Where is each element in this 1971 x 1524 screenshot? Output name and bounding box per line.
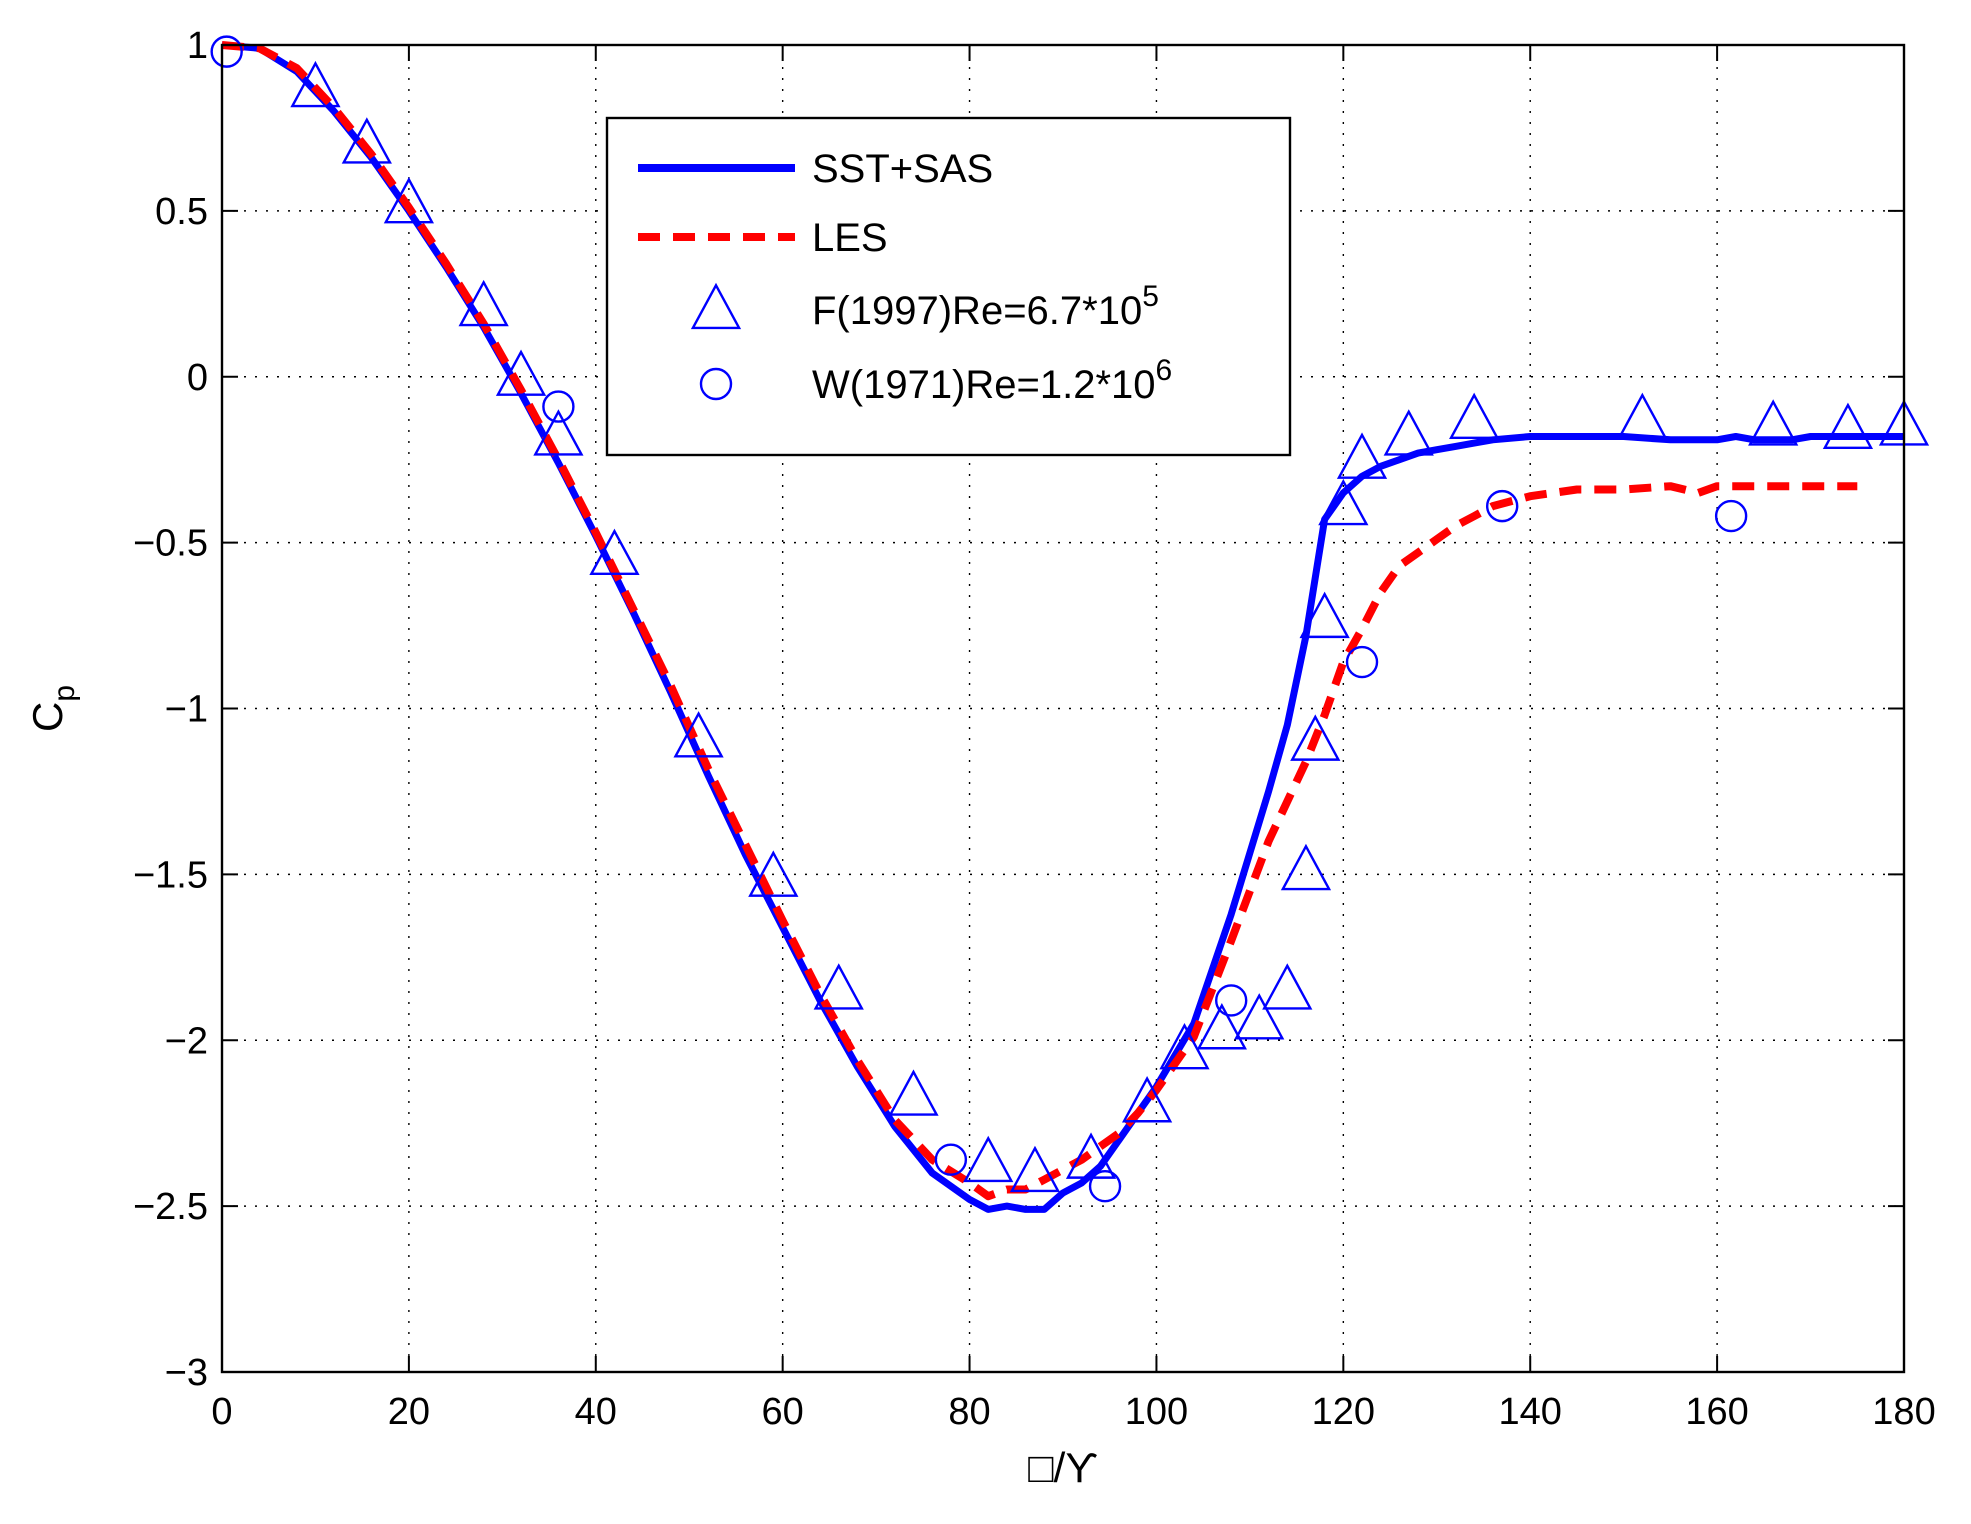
x-tick-label: 20 bbox=[388, 1391, 430, 1433]
y-tick-label: −1 bbox=[165, 689, 208, 731]
y-tick-label: 1 bbox=[187, 25, 208, 67]
plot-series bbox=[210, 35, 1930, 1213]
legend: SST+SAS LES F(1997)Re=6.7*105 W(1971)Re=1.2… bbox=[605, 116, 1292, 457]
triangle-marker bbox=[341, 117, 392, 164]
x-tick-label: 0 bbox=[211, 1391, 232, 1433]
triangle-marker bbox=[495, 349, 547, 396]
series-line-les bbox=[221, 41, 1858, 1201]
triangle-marker bbox=[1449, 392, 1500, 440]
x-tick-label: 180 bbox=[1872, 1391, 1935, 1433]
legend-label: F(1997)Re=6.7*105 bbox=[812, 280, 1159, 333]
legend-label: W(1971)Re=1.2*106 bbox=[812, 354, 1172, 407]
triangle-marker bbox=[1159, 1022, 1210, 1070]
legend-item-1: LES bbox=[638, 216, 888, 260]
triangle-marker bbox=[1383, 409, 1434, 456]
triangle-marker bbox=[1617, 392, 1668, 440]
axis-labels: □/ϒ Cp bbox=[24, 685, 1098, 1491]
legend-label-superscript: 6 bbox=[1156, 354, 1173, 387]
triangle-marker bbox=[1009, 1145, 1061, 1193]
circle-marker bbox=[542, 390, 575, 423]
triangle-marker bbox=[1196, 1003, 1247, 1050]
triangle-marker bbox=[1234, 993, 1285, 1040]
triangle-marker bbox=[1290, 714, 1341, 761]
legend-label-main: SST+SAS bbox=[812, 147, 993, 191]
y-tick-label: 0 bbox=[187, 357, 208, 399]
y-tick-label: 0.5 bbox=[155, 191, 208, 233]
y-axis-label-main: C bbox=[24, 702, 71, 732]
triangle-marker bbox=[1280, 843, 1332, 891]
legend-label-superscript: 5 bbox=[1142, 280, 1159, 313]
legend-label-main: LES bbox=[812, 216, 888, 260]
y-tick-label: −3 bbox=[165, 1352, 208, 1394]
x-tick-label: 60 bbox=[762, 1391, 804, 1433]
x-tick-label: 40 bbox=[575, 1391, 617, 1433]
triangle-marker bbox=[673, 711, 724, 758]
y-axis-label: Cp bbox=[24, 685, 81, 732]
triangle-marker bbox=[290, 60, 341, 108]
circle-marker bbox=[210, 35, 243, 68]
legend-label: LES bbox=[812, 216, 888, 260]
x-axis-label: □/ϒ bbox=[1028, 1444, 1097, 1491]
triangle-marker bbox=[1336, 432, 1388, 479]
legend-label-main: W(1971)Re=1.2*10 bbox=[812, 363, 1156, 407]
triangle-marker bbox=[589, 528, 640, 576]
triangle-marker bbox=[888, 1069, 939, 1116]
legend-item-3: W(1971)Re=1.2*106 bbox=[699, 354, 1172, 407]
circle-marker bbox=[1345, 645, 1379, 679]
series-3 bbox=[210, 35, 1748, 1203]
triangle-marker bbox=[1748, 399, 1799, 446]
legend-swatch-circle bbox=[699, 367, 733, 401]
x-tick-label: 160 bbox=[1685, 1391, 1748, 1433]
circle-marker bbox=[1214, 984, 1248, 1017]
legend-label: SST+SAS bbox=[812, 147, 993, 191]
triangle-marker bbox=[458, 279, 509, 327]
legend-swatch-triangle bbox=[690, 282, 742, 330]
triangle-marker bbox=[533, 409, 584, 456]
x-tick-label: 100 bbox=[1125, 1391, 1188, 1433]
axis-ticks: 0 20 40 60 80 100 120 140 160 180 1 0.5 0 −0.5 −1 −1.5 −… bbox=[133, 25, 1936, 1433]
legend-item-0: SST+SAS bbox=[638, 147, 993, 191]
legend-label-main: F(1997)Re=6.7*10 bbox=[812, 289, 1142, 333]
triangle-marker bbox=[1065, 1132, 1117, 1179]
x-tick-label: 120 bbox=[1312, 1391, 1375, 1433]
x-tick-label: 80 bbox=[948, 1391, 990, 1433]
x-tick-label: 140 bbox=[1499, 1391, 1562, 1433]
triangle-marker bbox=[963, 1135, 1014, 1183]
triangle-marker bbox=[1121, 1076, 1173, 1123]
circle-marker bbox=[1485, 489, 1519, 523]
y-tick-label: −2 bbox=[165, 1020, 208, 1062]
triangle-marker bbox=[1822, 402, 1874, 449]
circle-marker bbox=[1714, 499, 1748, 533]
circle-marker bbox=[1088, 1170, 1122, 1203]
triangle-marker bbox=[383, 176, 435, 224]
legend-item-2: F(1997)Re=6.7*105 bbox=[690, 280, 1159, 333]
y-tick-label: −2.5 bbox=[133, 1186, 208, 1228]
triangle-marker bbox=[1318, 478, 1369, 526]
series-2 bbox=[290, 60, 1930, 1193]
circle-marker bbox=[934, 1143, 968, 1176]
y-tick-label: −0.5 bbox=[133, 523, 208, 565]
triangle-marker bbox=[1262, 963, 1313, 1010]
triangle-marker bbox=[1299, 591, 1350, 639]
triangle-marker bbox=[813, 963, 864, 1010]
y-tick-label: −1.5 bbox=[133, 854, 208, 896]
series-1 bbox=[221, 41, 1858, 1201]
triangle-marker bbox=[748, 850, 799, 897]
y-axis-label-subscript: p bbox=[48, 685, 81, 702]
